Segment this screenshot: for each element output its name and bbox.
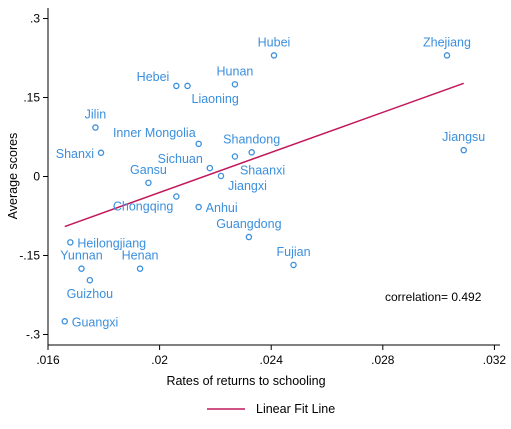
point-label-hubei: Hubei [258, 35, 291, 49]
data-point-chongqing [173, 193, 180, 200]
points-group [61, 52, 467, 325]
data-point-heilongjiang [67, 239, 74, 246]
data-point-zhejiang [443, 52, 451, 59]
linear-fit-line [64, 82, 464, 228]
data-point-liaoning [184, 82, 191, 90]
data-point-hubei [270, 52, 278, 59]
point-label-sichuan: Sichuan [158, 152, 203, 166]
point-label-gansu: Gansu [130, 163, 167, 177]
data-point-jiangxi [217, 172, 225, 180]
data-point-sichuan [206, 164, 214, 172]
point-labels-group: Hubei Zhejiang Hebei Hunan Liaoning Jilin Inne… [56, 35, 486, 329]
data-point-shanxi [97, 149, 105, 157]
data-point-jilin [92, 124, 99, 131]
correlation-annotation: correlation= 0.492 [385, 290, 482, 304]
y-axis-title: Average scores [6, 133, 20, 220]
legend-box [119, 391, 379, 425]
point-label-henan: Henan [122, 249, 159, 263]
y-tick-label: -.3 [26, 327, 40, 341]
x-tick-label: .028 [371, 353, 395, 367]
point-label-yunnan: Yunnan [60, 249, 102, 263]
data-point-anhui [195, 203, 202, 211]
point-label-inner-mongolia: Inner Mongolia [113, 126, 196, 140]
point-label-heilongjiang: Heilongjiang [77, 236, 146, 250]
data-point-yunnan [78, 265, 85, 272]
data-point-gansu [145, 179, 152, 187]
data-point-jiangsu [460, 146, 467, 154]
data-point-inner-mongolia [195, 140, 202, 148]
legend-label-fit-line: Linear Fit Line [256, 402, 335, 416]
y-tick-label: -.15 [19, 248, 40, 262]
x-tick-label: .016 [36, 353, 60, 367]
point-label-shanxi: Shanxi [56, 147, 94, 161]
x-tick-label: .02 [151, 353, 168, 367]
data-point-guizhou [86, 276, 94, 284]
data-point-shandong [248, 149, 255, 156]
legend: Linear Fit Line [119, 391, 379, 425]
data-point-shaanxi [231, 153, 239, 160]
point-label-shandong: Shandong [223, 132, 280, 146]
point-label-guangdong: Guangdong [216, 217, 281, 231]
data-point-henan [136, 265, 144, 272]
point-label-fujian: Fujian [277, 245, 311, 259]
point-label-hebei: Hebei [137, 70, 170, 84]
point-label-jiangxi: Jiangxi [228, 179, 267, 193]
fit-line-group [64, 82, 464, 228]
data-point-fujian [290, 261, 297, 269]
point-label-liaoning: Liaoning [192, 92, 239, 106]
point-label-hunan: Hunan [217, 64, 254, 78]
point-label-jiangsu: Jiangsu [442, 130, 485, 144]
y-ticks: -.3 -.15 0 .15 .3 [19, 12, 48, 341]
data-point-guangxi [61, 318, 68, 325]
x-axis-title: Rates of returns to schooling [166, 374, 325, 388]
data-point-hunan [231, 81, 239, 88]
point-label-jilin: Jilin [85, 108, 107, 122]
point-label-anhui: Anhui [206, 201, 238, 215]
data-point-hebei [173, 82, 180, 90]
y-tick-label: 0 [33, 170, 40, 184]
point-label-guizhou: Guizhou [67, 287, 114, 301]
data-point-guangdong [245, 233, 253, 241]
x-tick-label: .024 [260, 353, 284, 367]
y-tick-label: .3 [30, 12, 40, 26]
x-ticks: .016 .02 .024 .028 .032 [36, 345, 506, 367]
point-label-guangxi: Guangxi [72, 315, 119, 329]
y-tick-label: .15 [23, 91, 40, 105]
point-label-zhejiang: Zhejiang [423, 35, 471, 49]
point-label-shaanxi: Shaanxi [240, 163, 285, 177]
x-tick-label: .032 [483, 353, 507, 367]
point-label-chongqing: Chongqing [113, 200, 174, 214]
